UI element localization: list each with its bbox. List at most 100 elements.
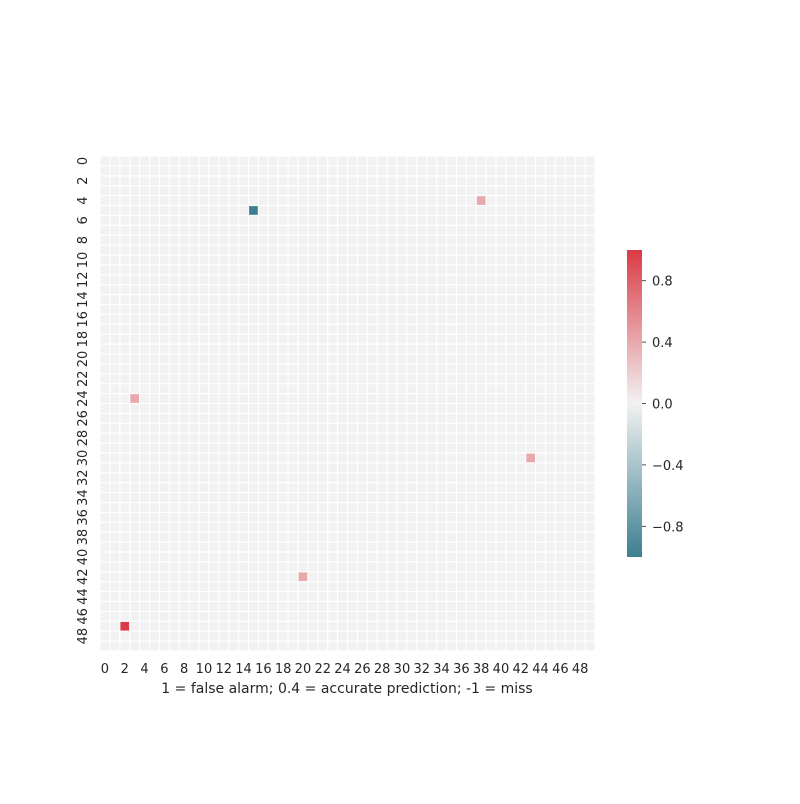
heatmap-cell	[308, 235, 318, 245]
heatmap-cell	[526, 216, 535, 225]
heatmap-cell	[209, 443, 219, 453]
heatmap-cell	[318, 443, 328, 453]
heatmap-cell	[219, 285, 229, 294]
heatmap-cell	[288, 305, 298, 314]
heatmap-cell	[179, 196, 189, 205]
heatmap-cell	[397, 225, 407, 235]
heatmap-cell	[437, 641, 446, 651]
heatmap-cell	[259, 374, 268, 384]
heatmap-cell	[150, 631, 159, 641]
heatmap-cell	[150, 374, 159, 384]
heatmap-cell	[377, 235, 387, 245]
heatmap-cell	[556, 483, 565, 492]
heatmap-cell	[427, 532, 436, 542]
heatmap-cell	[259, 354, 268, 364]
heatmap-cell	[427, 354, 436, 364]
heatmap-cell	[338, 364, 347, 374]
heatmap-cell	[120, 503, 130, 512]
heatmap-cell	[298, 542, 308, 552]
heatmap-cell	[565, 453, 575, 463]
heatmap-cell	[110, 641, 120, 651]
heatmap-cell	[437, 542, 446, 552]
heatmap-cell	[348, 156, 357, 166]
heatmap-cell	[506, 265, 516, 275]
heatmap-cell	[239, 602, 248, 611]
heatmap-cell	[447, 612, 456, 621]
heatmap-cell	[556, 245, 565, 255]
heatmap-cell	[585, 384, 595, 393]
heatmap-cell	[209, 493, 219, 502]
heatmap-cell	[318, 453, 328, 463]
heatmap-cell	[249, 166, 258, 176]
heatmap-cell	[259, 334, 268, 344]
heatmap-cell	[259, 592, 268, 601]
heatmap-cell	[585, 453, 595, 463]
heatmap-cell	[338, 503, 347, 512]
heatmap-cell	[377, 513, 387, 522]
heatmap-cell	[288, 483, 298, 492]
heatmap-cell	[526, 275, 535, 285]
heatmap-cell	[516, 265, 526, 275]
heatmap-cell	[189, 562, 199, 572]
heatmap-cell	[367, 612, 377, 621]
heatmap-cell	[100, 275, 110, 285]
heatmap-cell	[130, 414, 139, 423]
heatmap-cell	[338, 641, 347, 651]
heatmap-cell	[526, 433, 535, 443]
heatmap-cell	[526, 572, 535, 582]
heatmap-cell	[328, 206, 337, 215]
heatmap-cell	[199, 592, 209, 601]
heatmap-cell	[427, 602, 436, 611]
heatmap-cell	[239, 572, 248, 582]
heatmap-cell	[457, 334, 466, 344]
heatmap-cell	[239, 542, 248, 552]
heatmap-cell	[219, 176, 229, 186]
heatmap-cell	[100, 503, 110, 512]
heatmap-cell	[457, 404, 466, 413]
heatmap-cell	[447, 324, 456, 334]
heatmap-cell	[466, 166, 476, 176]
heatmap-cell	[417, 631, 427, 641]
heatmap-cell	[169, 572, 179, 582]
heatmap-cell	[358, 225, 367, 235]
heatmap-cell	[348, 334, 357, 344]
heatmap-cell	[268, 206, 278, 215]
heatmap-cell	[219, 334, 229, 344]
heatmap-cell	[189, 384, 199, 393]
heatmap-cell	[298, 423, 308, 433]
heatmap-cell	[259, 532, 268, 542]
heatmap-cell	[298, 206, 308, 215]
heatmap-cell	[268, 275, 278, 285]
heatmap-cell	[367, 275, 377, 285]
heatmap-cell	[536, 483, 545, 492]
heatmap-cell	[239, 473, 248, 483]
heatmap-cell	[585, 493, 595, 502]
heatmap-cell	[209, 255, 219, 265]
heatmap-cell	[110, 206, 120, 215]
heatmap-cell	[417, 552, 427, 562]
heatmap-cell	[179, 384, 189, 393]
heatmap-cell	[476, 602, 486, 611]
heatmap-cell	[239, 562, 248, 572]
heatmap-cell	[169, 612, 179, 621]
heatmap-cell	[457, 532, 466, 542]
heatmap-cell	[199, 602, 209, 611]
heatmap-cell	[476, 503, 486, 512]
heatmap-cell	[278, 394, 288, 403]
heatmap-cell	[536, 503, 545, 512]
heatmap-cell	[179, 423, 189, 433]
heatmap-cell	[427, 641, 436, 651]
heatmap-cell	[496, 305, 506, 314]
heatmap-cell	[526, 394, 535, 403]
heatmap-cell	[199, 285, 209, 294]
heatmap-cell	[575, 225, 585, 235]
heatmap-cell	[506, 522, 516, 532]
heatmap-cell	[219, 473, 229, 483]
heatmap-cell	[496, 433, 506, 443]
heatmap-cell	[387, 602, 397, 611]
heatmap-cell	[437, 621, 446, 631]
heatmap-cell	[358, 206, 367, 215]
heatmap-cell	[536, 542, 545, 552]
heatmap-cell	[437, 572, 446, 582]
heatmap-cell	[506, 176, 516, 186]
